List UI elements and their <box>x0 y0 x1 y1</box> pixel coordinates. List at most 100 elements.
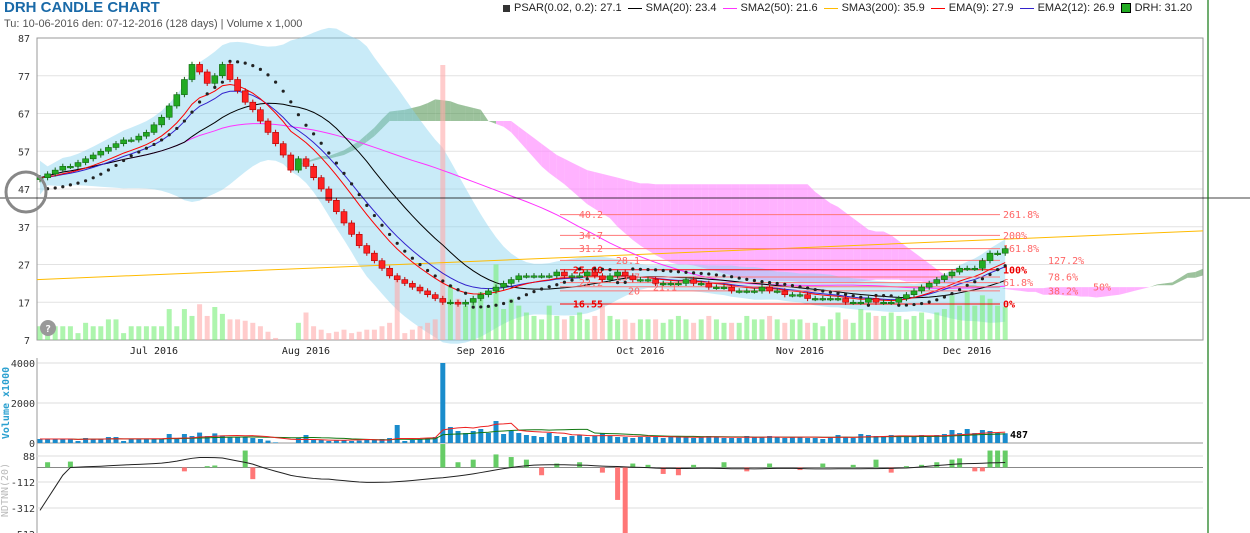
psar-dot <box>859 295 863 299</box>
candle-body <box>956 267 963 273</box>
volume-overlay-bar <box>957 305 963 340</box>
candle-body <box>416 286 424 292</box>
candle-body <box>143 132 150 137</box>
candle-body <box>74 162 82 167</box>
volume-overlay-bar <box>599 305 605 340</box>
volume-overlay-bar <box>577 312 583 340</box>
volume-overlay-bar <box>242 320 248 340</box>
volume-overlay-bar <box>485 305 491 340</box>
volume-overlay-bar <box>318 329 324 340</box>
psar-dot <box>669 269 673 273</box>
candle-body <box>158 116 165 126</box>
volume-bar <box>599 433 605 443</box>
ichimoku-cloud-segment <box>754 184 762 281</box>
volume-bar <box>409 440 415 443</box>
legend-item: PSAR(0.02, 0.2): 27.1 <box>503 2 622 15</box>
candle-body <box>751 290 758 293</box>
volume-overlay-bar <box>827 319 833 340</box>
psar-dot <box>942 295 947 299</box>
volume-bar <box>227 437 233 443</box>
psar-dot <box>464 291 468 295</box>
volume-bar <box>113 437 119 443</box>
candle-body <box>994 252 1001 255</box>
volume-bar <box>653 437 659 443</box>
volume-bar <box>919 435 925 443</box>
psar-dot <box>426 268 430 273</box>
volume-bar <box>941 434 947 443</box>
psar-dot <box>965 283 969 287</box>
psar-dot <box>737 276 741 280</box>
volume-overlay-bar <box>508 298 514 340</box>
candle-body <box>409 283 416 288</box>
volume-bar <box>235 437 241 443</box>
legend-label: EMA2(12): 26.9 <box>1037 2 1115 14</box>
volume-overlay-bar <box>607 315 613 340</box>
ichimoku-cloud-segment <box>1164 282 1173 286</box>
volume-tick-label: 0 <box>29 439 35 450</box>
ichimoku-cloud-segment <box>374 119 382 137</box>
psar-dot <box>190 110 194 114</box>
ichimoku-cloud-segment <box>655 184 664 259</box>
volume-overlay-bar <box>227 319 233 340</box>
volume-bar <box>501 434 507 443</box>
volume-bar <box>622 437 628 443</box>
volume-bar <box>683 437 689 443</box>
volume-overlay-bar <box>447 285 453 340</box>
legend-swatch <box>1019 7 1034 9</box>
psar-dot <box>578 267 582 271</box>
y-tick-label: 27 <box>18 261 30 272</box>
volume-overlay-bar <box>584 319 590 340</box>
candle-body <box>887 301 895 305</box>
candle-body <box>910 290 918 295</box>
ichimoku-cloud-segment <box>1119 287 1127 295</box>
ndtnn-bar <box>67 461 73 468</box>
candle-body <box>1001 248 1009 254</box>
y-tick-label: 57 <box>18 147 30 158</box>
ndtnn-bar <box>972 467 978 472</box>
ichimoku-cloud-segment <box>997 287 1006 290</box>
volume-overlay-bar <box>440 65 446 340</box>
psar-dot <box>562 280 567 284</box>
psar-dot <box>448 284 452 288</box>
ichimoku-cloud-segment <box>321 155 329 159</box>
volume-bar <box>356 440 362 443</box>
y-tick-label: 67 <box>18 110 30 121</box>
volume-bar <box>371 440 377 443</box>
fib-value-label: 28.1 <box>616 256 640 267</box>
ichimoku-cloud-segment <box>648 183 656 256</box>
ndtnn-bar <box>1002 450 1008 468</box>
psar-dot <box>821 289 825 293</box>
ichimoku-cloud-segment <box>526 132 534 158</box>
candle-body <box>363 245 371 254</box>
volume-bar <box>394 425 400 443</box>
ichimoku-cloud-segment <box>412 105 420 122</box>
volume-bar <box>143 439 149 443</box>
volume-overlay-bar <box>865 312 871 340</box>
psar-dot <box>851 294 855 298</box>
volume-overlay-bar <box>767 315 773 340</box>
volume-bar <box>903 437 909 443</box>
psar-dot <box>220 80 224 84</box>
volume-overlay-bar <box>850 322 856 340</box>
volume-overlay-bar <box>721 322 727 340</box>
candle-body <box>697 283 705 286</box>
volume-bar <box>470 431 476 443</box>
psar-dot <box>540 287 544 291</box>
psar-dot <box>547 285 551 289</box>
zoom-loupe-icon[interactable] <box>4 170 48 214</box>
psar-dot <box>479 305 483 309</box>
candle-body <box>355 234 363 246</box>
volume-overlay-bar <box>637 319 643 340</box>
candle-body <box>348 222 355 235</box>
psar-dot <box>920 301 924 306</box>
volume-overlay-bar <box>83 322 89 340</box>
psar-dot <box>296 113 300 117</box>
volume-bar <box>250 438 256 443</box>
psar-dot <box>342 171 346 175</box>
volume-bar <box>90 439 96 443</box>
help-icon[interactable] <box>40 320 56 336</box>
psar-dot <box>730 275 734 279</box>
psar-dot <box>167 133 171 137</box>
psar-dot <box>783 282 787 286</box>
